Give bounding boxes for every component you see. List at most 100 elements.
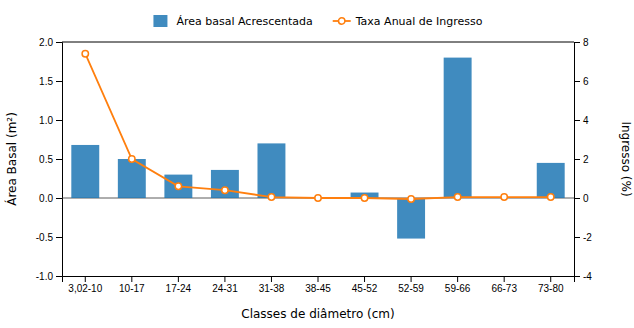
y-tick-label: 0.0 <box>39 193 53 204</box>
legend-label: Taxa Anual de Ingresso <box>355 15 483 28</box>
y-tick-mark <box>56 159 62 160</box>
marker <box>454 194 460 200</box>
legend-label: Área basal Acrescentada <box>176 15 312 28</box>
y-tick: 0.5 <box>39 154 62 165</box>
marker <box>129 156 135 162</box>
y-tick-mark <box>56 198 62 199</box>
x-tick-mark <box>318 276 319 282</box>
marker <box>408 196 414 202</box>
line <box>85 54 550 199</box>
bar <box>397 198 425 239</box>
y-tick-mark <box>56 120 62 121</box>
y2-tick-mark <box>574 120 580 121</box>
x-tick-label: 52-59 <box>398 283 424 294</box>
y2-axis: -4 -2 0 2 4 6 8 <box>574 37 592 282</box>
x-tick-label: 24-31 <box>212 283 238 294</box>
marks <box>71 51 564 239</box>
y2-tick-mark <box>574 81 580 82</box>
y-tick: 1.5 <box>39 76 62 87</box>
marker <box>315 195 321 201</box>
y2-tick: 4 <box>574 115 589 126</box>
y-tick-mark <box>56 81 62 82</box>
x-tick-mark <box>364 276 365 282</box>
y2-tick-label: 8 <box>583 37 589 48</box>
x-tick: 73-80 <box>538 276 564 294</box>
y2-tick-label: 0 <box>583 193 589 204</box>
y2-tick: 8 <box>574 37 589 48</box>
y2-tick: -2 <box>574 232 592 243</box>
y-tick: -1.0 <box>36 271 62 282</box>
y-axis-line <box>56 43 63 277</box>
y-tick-mark <box>56 237 62 238</box>
line-markers <box>82 51 554 203</box>
x-tick: 24-31 <box>212 276 238 294</box>
x-tick-label: 10-17 <box>119 283 145 294</box>
x-tick: 66-73 <box>491 276 517 294</box>
y2-tick: 6 <box>574 76 589 87</box>
legend-item: Área basal Acrescentada <box>153 15 312 28</box>
bar <box>537 163 565 198</box>
x-tick: 59-66 <box>445 276 471 294</box>
y2-tick-mark <box>574 42 580 43</box>
y2-tick-label: 6 <box>583 76 589 87</box>
legend: Área basal Acrescentada Taxa Anual de Ing… <box>153 15 482 28</box>
x-tick: 45-52 <box>352 276 378 294</box>
y2-tick-mark <box>574 159 580 160</box>
y2-tick-label: 2 <box>583 154 589 165</box>
y2-tick: -4 <box>574 271 592 282</box>
x-tick-label: 31-38 <box>259 283 285 294</box>
y2-tick-label: 4 <box>583 115 589 126</box>
x-tick-label: 3,02-10 <box>68 283 102 294</box>
x-axis-title: Classes de diâmetro (cm) <box>241 307 394 321</box>
chart: -1.0 -0.5 0.0 0.5 1.0 1.5 2.0 -4 -2 0 2 4 6 8 3,02-10 1… <box>0 0 634 328</box>
x-tick-label: 38-45 <box>305 283 331 294</box>
y-tick-label: 0.5 <box>39 154 53 165</box>
x-tick: 31-38 <box>259 276 285 294</box>
plot-frame <box>62 42 574 43</box>
legend-marker <box>339 18 345 24</box>
x-tick-mark <box>504 276 505 282</box>
y2-tick-label: -2 <box>583 232 592 243</box>
y2-tick: 0 <box>574 193 589 204</box>
y-tick: -0.5 <box>36 232 62 243</box>
x-tick-mark <box>178 276 179 282</box>
y2-tick-mark <box>574 237 580 238</box>
y-tick-label: 2.0 <box>39 37 53 48</box>
x-tick-mark <box>457 276 458 282</box>
y-tick-label: 1.5 <box>39 76 53 87</box>
legend-swatch <box>153 15 167 27</box>
x-tick-mark <box>271 276 272 282</box>
y-tick-label: -0.5 <box>36 232 54 243</box>
x-tick: 52-59 <box>398 276 424 294</box>
x-tick-label: 73-80 <box>538 283 564 294</box>
marker <box>82 51 88 57</box>
bar-series <box>71 58 564 239</box>
bar <box>211 170 239 198</box>
marker <box>175 183 181 189</box>
marker <box>548 194 554 200</box>
legend-item: Taxa Anual de Ingresso <box>333 15 483 28</box>
bar <box>257 143 285 198</box>
x-tick: 3,02-10 <box>68 276 102 294</box>
x-tick-label: 17-24 <box>166 283 192 294</box>
x-tick: 38-45 <box>305 276 331 294</box>
x-tick-label: 66-73 <box>491 283 517 294</box>
x-axis: 3,02-10 10-17 17-24 24-31 31-38 38-45 45-52 52-… <box>63 276 575 294</box>
x-axis-line <box>63 277 575 283</box>
y2-axis-line <box>575 43 581 277</box>
marker <box>361 195 367 201</box>
x-tick-mark <box>85 276 86 282</box>
y-axis-title: Área Basal (m²) <box>4 112 19 206</box>
plot: -1.0 -0.5 0.0 0.5 1.0 1.5 2.0 -4 -2 0 2 4 6 8 3,02-10 1… <box>36 37 593 294</box>
x-tick: 17-24 <box>166 276 192 294</box>
x-tick-label: 59-66 <box>445 283 471 294</box>
y-tick: 1.0 <box>39 115 62 126</box>
y-tick: 2.0 <box>39 37 62 48</box>
marker <box>222 187 228 193</box>
x-tick-mark <box>550 276 551 282</box>
marker <box>501 194 507 200</box>
y-tick-label: -1.0 <box>36 271 54 282</box>
y2-tick-label: -4 <box>583 271 592 282</box>
y2-tick-mark <box>574 198 580 199</box>
x-tick-mark <box>411 276 412 282</box>
